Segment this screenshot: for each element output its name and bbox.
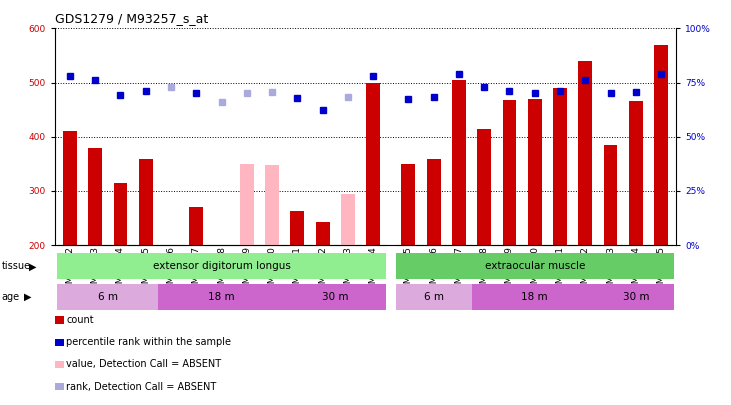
Text: value, Detection Call = ABSENT: value, Detection Call = ABSENT (66, 360, 221, 369)
Text: 18 m: 18 m (208, 292, 235, 302)
Bar (341, 194, 355, 245)
Bar (578, 61, 592, 245)
Bar (113, 183, 127, 245)
Text: GDS1279 / M93257_s_at: GDS1279 / M93257_s_at (55, 12, 208, 25)
Bar (88, 147, 102, 245)
Bar (240, 164, 254, 245)
Text: ▶: ▶ (24, 292, 31, 302)
Bar (471, 284, 598, 310)
Bar (553, 88, 567, 245)
Bar (57, 284, 159, 310)
Bar (63, 131, 77, 245)
Bar (139, 160, 153, 245)
Text: 6 m: 6 m (424, 292, 444, 302)
Text: tissue: tissue (1, 261, 31, 271)
Bar (452, 80, 466, 245)
Bar (629, 102, 643, 245)
Bar (598, 284, 674, 310)
Bar (366, 83, 380, 245)
Bar (395, 284, 471, 310)
Bar (604, 145, 618, 245)
Bar (265, 165, 279, 245)
Text: count: count (66, 315, 94, 325)
Text: 30 m: 30 m (322, 292, 349, 302)
Bar (290, 211, 304, 245)
Text: extensor digitorum longus: extensor digitorum longus (153, 261, 290, 271)
Bar (654, 45, 668, 245)
Bar (427, 160, 441, 245)
Bar (395, 253, 674, 279)
Text: 6 m: 6 m (98, 292, 118, 302)
Bar (284, 284, 386, 310)
Bar (502, 100, 516, 245)
Bar (316, 222, 330, 245)
Text: rank, Detection Call = ABSENT: rank, Detection Call = ABSENT (66, 382, 216, 392)
Bar (401, 164, 415, 245)
Text: extraocular muscle: extraocular muscle (485, 261, 585, 271)
Text: 18 m: 18 m (521, 292, 548, 302)
Bar (477, 128, 491, 245)
Text: 30 m: 30 m (623, 292, 649, 302)
Bar (159, 284, 284, 310)
Text: age: age (1, 292, 20, 302)
Bar (189, 207, 203, 245)
Text: percentile rank within the sample: percentile rank within the sample (66, 337, 231, 347)
Text: ▶: ▶ (29, 261, 37, 271)
Bar (57, 253, 386, 279)
Bar (528, 99, 542, 245)
